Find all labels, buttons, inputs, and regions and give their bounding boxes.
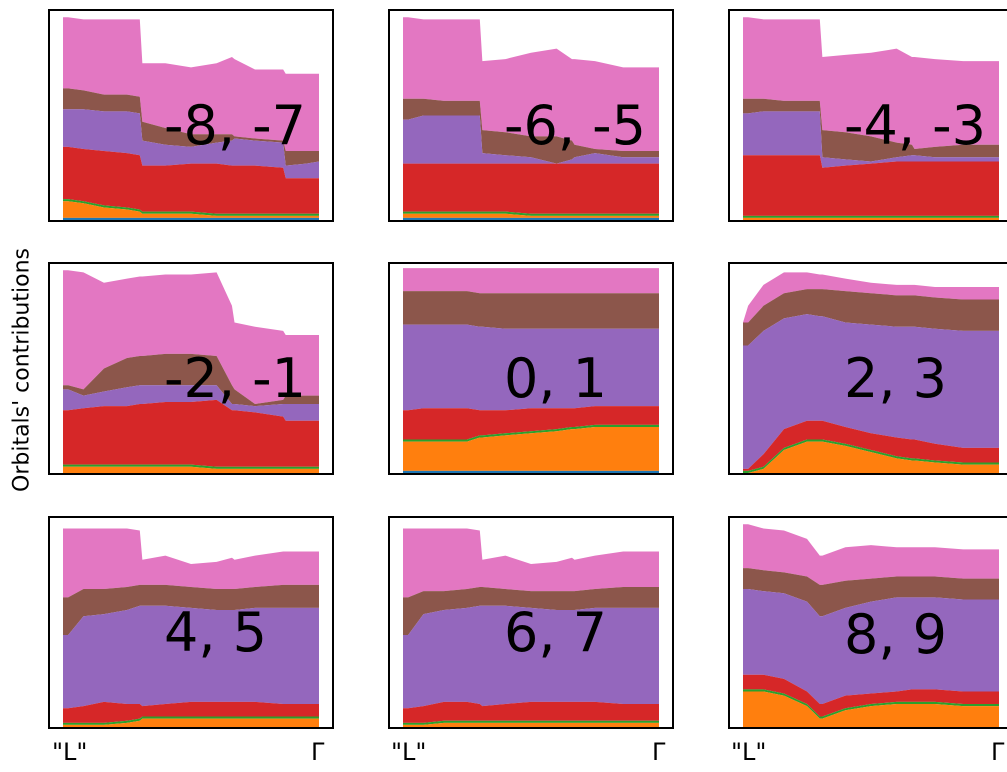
area-dxy-panel-4: [63, 385, 319, 421]
x-tick-label-gamma-col2: Γ: [652, 738, 666, 766]
area-dz2-panel-4: [63, 270, 319, 405]
area-s-panel-1: [63, 217, 319, 220]
panel-1: -8, -7: [48, 9, 334, 222]
panel-5: 0, 1: [388, 262, 674, 475]
area-dxy-panel-7: [63, 605, 319, 709]
panel-label-8: 6, 7: [504, 601, 608, 664]
area-py-panel-5: [403, 427, 659, 471]
area-dyz-panel-4: [63, 353, 319, 407]
panel-4: -2, -1: [48, 262, 334, 475]
panel-1-plot: [63, 17, 319, 220]
area-dxy-panel-9: [743, 589, 999, 705]
panel-label-7: 4, 5: [164, 601, 268, 664]
area-dz2-panel-3: [743, 17, 999, 149]
panel-4-plot: [63, 270, 319, 473]
panel-label-9: 8, 9: [844, 603, 948, 666]
area-dyz-panel-1: [63, 88, 319, 166]
area-dyz-panel-7: [63, 584, 319, 636]
panel-label-2: -6, -5: [504, 94, 647, 157]
panel-3: -4, -3: [728, 9, 1007, 222]
panel-label-1: -8, -7: [164, 94, 307, 157]
panel-5-plot: [403, 268, 659, 473]
area-py-panel-8: [403, 722, 659, 727]
area-px-panel-6: [743, 420, 999, 471]
area-dxy-panel-1: [63, 109, 319, 179]
area-px-panel-8: [403, 701, 659, 723]
area-dz2-panel-5: [403, 268, 659, 294]
area-dyz-panel-8: [403, 586, 659, 636]
panel-8: 6, 7: [388, 516, 674, 729]
panel-label-3: -4, -3: [844, 94, 987, 157]
panel-3-plot: [743, 17, 999, 220]
area-py-panel-2: [403, 213, 659, 218]
panel-9-plot: [743, 524, 999, 727]
panel-label-6: 2, 3: [844, 347, 948, 410]
area-py-panel-3: [743, 217, 999, 220]
x-tick-label-gamma-col1: Γ: [311, 738, 325, 766]
area-dz2-panel-1: [63, 17, 319, 152]
area-dxy-panel-8: [403, 605, 659, 709]
area-px-panel-1: [63, 146, 319, 214]
panel-6: 2, 3: [728, 262, 1007, 475]
panel-label-5: 0, 1: [504, 347, 608, 410]
area-px-panel-5: [403, 406, 659, 440]
area-dxy-panel-3: [743, 111, 999, 168]
area-dyz-panel-9: [743, 568, 999, 617]
area-dyz-panel-5: [403, 291, 659, 329]
area-dz2-panel-8: [403, 528, 659, 598]
area-dxy-panel-6: [743, 314, 999, 469]
area-pz-panel-9: [743, 689, 999, 719]
area-pz-panel-1: [63, 199, 319, 216]
area-px-panel-4: [63, 399, 319, 467]
panel-label-4: -2, -1: [164, 347, 307, 410]
area-dz2-panel-7: [63, 528, 319, 598]
area-dxy-panel-2: [403, 115, 659, 164]
panel-2: -6, -5: [388, 9, 674, 222]
area-dz2-panel-9: [743, 524, 999, 585]
area-px-panel-7: [63, 701, 319, 723]
x-tick-label-L-col3: "L": [731, 738, 767, 766]
panel-6-plot: [743, 272, 999, 473]
x-tick-label-gamma-col3: Γ: [991, 738, 1005, 766]
panel-2-plot: [403, 17, 659, 220]
area-dxy-panel-5: [403, 324, 659, 411]
y-axis-label: Orbitals' contributions: [9, 248, 35, 492]
area-py-panel-7: [63, 718, 319, 727]
area-dyz-panel-2: [403, 98, 659, 164]
area-dz2-panel-6: [743, 272, 999, 323]
area-s-panel-2: [403, 217, 659, 220]
area-dyz-panel-3: [743, 98, 999, 162]
panel-7: 4, 5: [48, 516, 334, 729]
area-dyz-panel-6: [743, 289, 999, 346]
area-px-panel-9: [743, 674, 999, 717]
area-py-panel-1: [63, 201, 319, 218]
area-px-panel-3: [743, 155, 999, 216]
area-s-panel-5: [403, 470, 659, 473]
panel-7-plot: [63, 528, 319, 727]
area-pz-panel-3: [743, 215, 999, 218]
x-tick-label-L-col2: "L": [391, 738, 427, 766]
area-py-panel-9: [743, 691, 999, 727]
panel-9: 8, 9: [728, 516, 1007, 729]
area-px-panel-2: [403, 163, 659, 214]
area-pz-panel-5: [403, 424, 659, 442]
panel-8-plot: [403, 528, 659, 727]
area-py-panel-6: [743, 441, 999, 473]
area-py-panel-4: [63, 466, 319, 473]
area-pz-panel-4: [63, 464, 319, 469]
area-dz2-panel-2: [403, 17, 659, 152]
x-tick-label-L-col1: "L": [52, 738, 88, 766]
area-pz-panel-2: [403, 211, 659, 216]
